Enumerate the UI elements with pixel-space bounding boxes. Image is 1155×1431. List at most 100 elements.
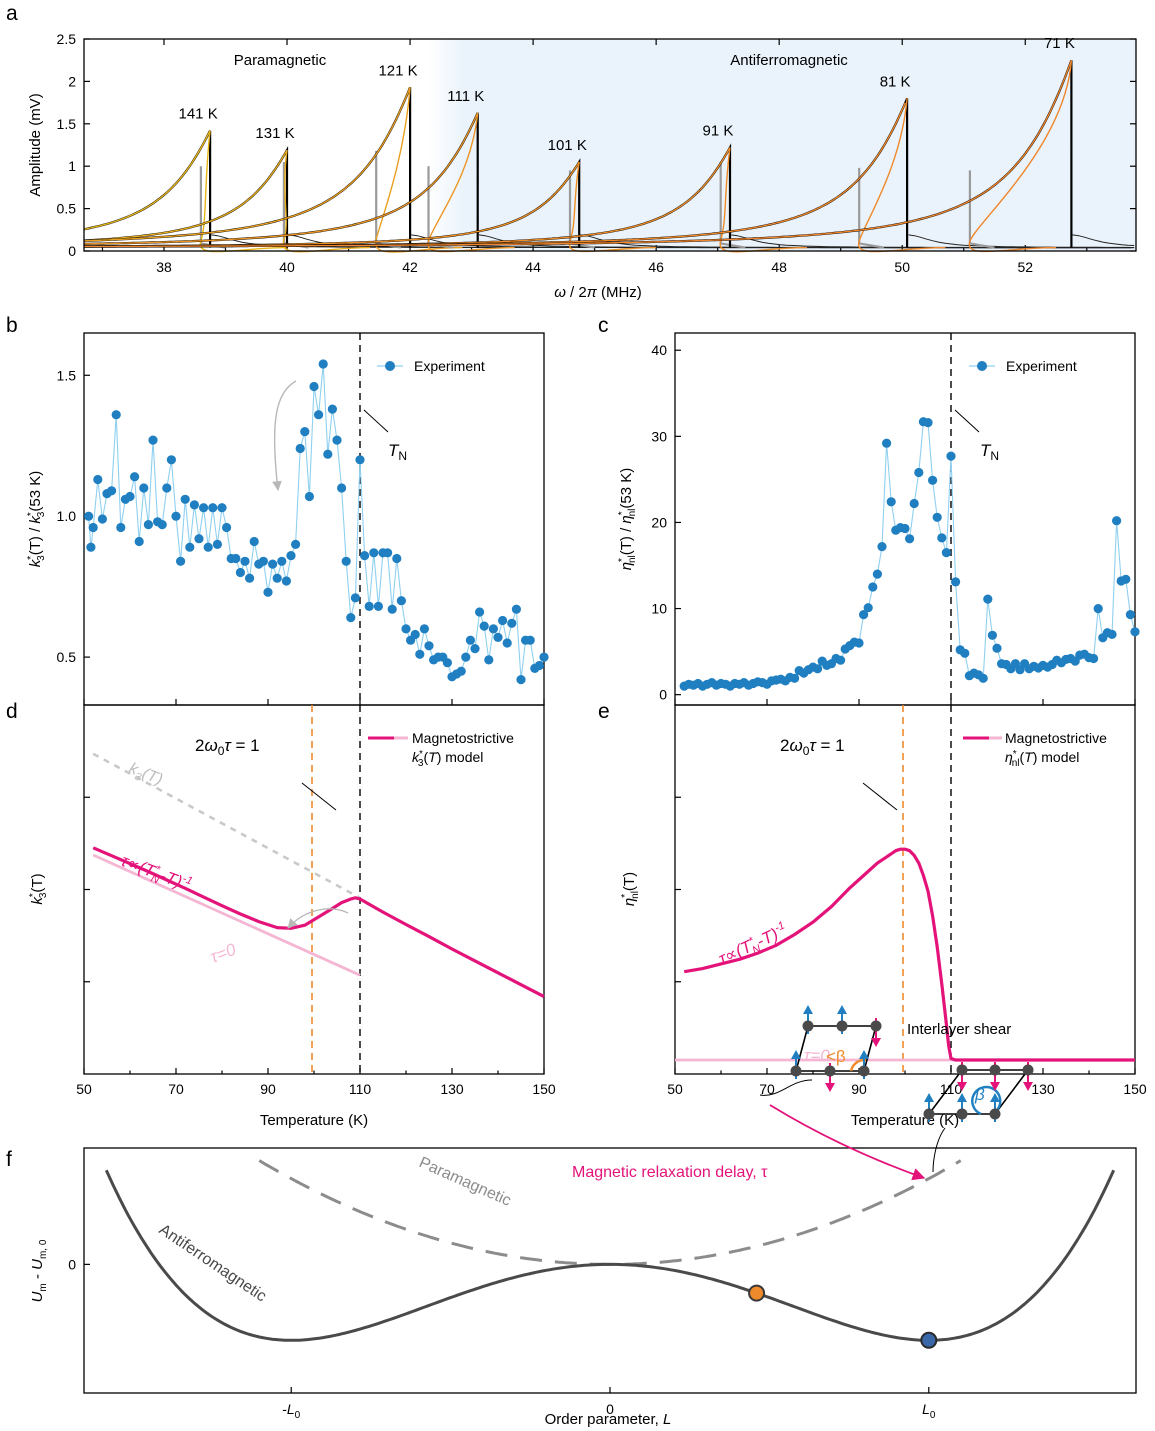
panel-c-ticks: 0 10 20 30 40 — [651, 342, 1136, 705]
panel-a-xtick-label: 50 — [894, 259, 910, 275]
panel-c-ytick-label: 30 — [651, 428, 667, 444]
panel-b-point — [208, 503, 218, 513]
panel-c-point — [836, 655, 846, 665]
panel-b-ylabel: k*3(T) / k*3(53 K) — [26, 471, 47, 567]
panel-label-c: c — [598, 314, 609, 337]
panel-a-ytick-label: 2.5 — [57, 31, 77, 47]
panel-b-point — [291, 539, 301, 550]
panel-b-point — [281, 576, 291, 586]
panel-a-upsweep-1 — [83, 146, 289, 248]
panel-b-point — [350, 593, 360, 603]
panel-b-point — [277, 556, 287, 566]
panel-a-xtick-label: 48 — [771, 259, 787, 275]
panel-d-legend-line1: Magnetostrictive — [412, 730, 514, 746]
panel-b-point — [93, 474, 103, 485]
panel-c-ylabel: η*nl(T) / η*nl(53 K) — [617, 468, 638, 571]
panel-b-point — [268, 559, 278, 569]
panel-e-xtick-label: 130 — [1031, 1081, 1055, 1097]
panel-f-xtick-label: 0 — [606, 1401, 614, 1417]
antiferromagnetic-potential-curve — [104, 1169, 1116, 1342]
panel-b-point — [387, 604, 397, 614]
panel-e-xtick-label: 50 — [667, 1081, 683, 1097]
panel-d-xtick-label: 70 — [168, 1081, 184, 1097]
panel-d-gray-arrow — [287, 908, 349, 929]
panel-c-point — [863, 603, 873, 613]
panel-b-point — [231, 553, 241, 564]
panel-b-point — [364, 601, 374, 612]
panel-label-d: d — [6, 700, 18, 723]
panel-c-line — [683, 421, 1136, 687]
panel-b-point — [383, 548, 393, 558]
lattice-small-spins — [790, 1005, 882, 1092]
panel-c-point — [928, 475, 938, 485]
panel-c-point — [941, 548, 952, 558]
panel-e-legend-line1: Magnetostrictive — [1005, 730, 1107, 746]
panel-b-point — [185, 542, 195, 552]
panel-b-tn-pointer — [363, 409, 389, 433]
panel-a-series-label: 141 K — [179, 106, 218, 123]
panel-b-point — [249, 536, 259, 547]
panel-b-point — [355, 455, 365, 465]
panel-b-point — [203, 542, 213, 552]
panel-b-point — [511, 604, 521, 614]
interlayer-shear-label: Interlayer shear — [907, 1021, 1011, 1038]
panel-label-e: e — [598, 700, 610, 723]
panel-b-point — [479, 621, 489, 631]
panel-b-point — [139, 483, 149, 493]
panel-e-curves — [675, 847, 1135, 1062]
panel-a-xtick-label: 52 — [1017, 259, 1033, 275]
panel-b-point — [484, 655, 494, 665]
panel-b-point — [346, 613, 356, 623]
panel-a-fit-7 — [84, 59, 1073, 248]
angle-label: β — [974, 1085, 985, 1104]
panel-a-ytick-label: 2 — [68, 73, 76, 89]
panel-f-ticks: -L0 0 L0 0 — [68, 1256, 936, 1421]
panel-b-point — [456, 666, 466, 676]
panel-b-point — [107, 486, 117, 496]
panel-b-point — [148, 435, 158, 445]
panel-b-point — [240, 556, 250, 566]
panel-c-legend-text: Experiment — [1006, 358, 1077, 374]
panel-a-ytick-label: 0.5 — [57, 201, 77, 217]
panel-c-point — [868, 582, 878, 592]
panel-e-xtick-label: 90 — [851, 1081, 867, 1097]
panel-b-point — [176, 556, 186, 566]
delayed-state-marker — [748, 1284, 766, 1302]
panel-b-point — [235, 567, 245, 578]
panel-b-point — [217, 503, 227, 513]
panel-a-fit-unstable-1 — [282, 150, 371, 253]
panel-c-point — [1130, 627, 1140, 637]
panel-c-tn-pointer — [954, 409, 980, 433]
panel-d-tau0-curve — [92, 853, 361, 977]
panel-c-ytick-label: 40 — [651, 342, 667, 358]
panel-b: b 0.5 1.0 1.5 TN Experiment k*3(T) / k*3(5… — [6, 314, 549, 706]
relaxation-arrow — [769, 1104, 926, 1181]
panel-d-xtick-label: 110 — [349, 1081, 372, 1097]
panel-b-point — [341, 556, 351, 566]
panel-e-model-label: τ∝(T*N-T)-1 — [715, 920, 791, 972]
panel-b-point — [318, 359, 328, 369]
panel-c: c 0 10 20 30 40 TN Experiment η*nl(T) / η*nl… — [598, 314, 1140, 706]
panel-b-ytick-label: 1.0 — [57, 508, 77, 524]
panel-c-point — [978, 673, 988, 683]
panel-a-fit-unstable-6 — [858, 98, 946, 253]
panel-b-point — [222, 522, 232, 533]
panel-f-xtick-label: L0 — [922, 1401, 936, 1421]
panel-a-frame — [83, 38, 1137, 252]
panel-c-point — [1112, 516, 1122, 526]
panel-b-point — [507, 618, 517, 628]
panel-c-data — [679, 417, 1140, 691]
panel-b-point — [488, 624, 498, 634]
panel-a-series-label: 131 K — [255, 125, 294, 142]
orange-state-pointer — [759, 1079, 813, 1096]
panel-d-xtick-label: 90 — [260, 1081, 276, 1097]
panel-a-xtick-label: 38 — [156, 259, 172, 275]
panel-c-point — [790, 673, 800, 683]
lattice-equilibrium-angle: β — [923, 1062, 1034, 1122]
panel-a-xtick-label: 44 — [525, 259, 541, 275]
panel-c-point — [859, 610, 869, 620]
panel-d-xtick-label: 50 — [76, 1081, 92, 1097]
panel-b-point — [442, 658, 452, 668]
panel-b-point — [258, 556, 268, 566]
panel-d-xtick-label: 150 — [532, 1081, 556, 1097]
